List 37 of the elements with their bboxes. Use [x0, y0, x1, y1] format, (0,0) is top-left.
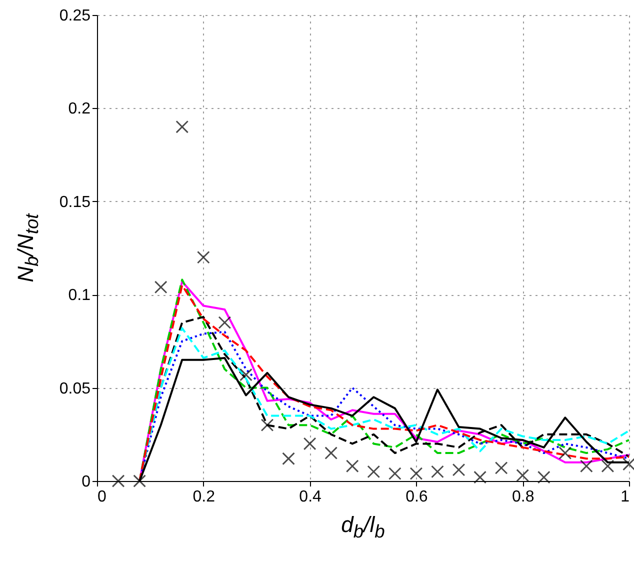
x-axis-title: d$_{b}$/l$_{b}$	[340, 512, 386, 542]
point	[516, 468, 530, 482]
point	[580, 460, 593, 473]
y-tick-label: 0	[82, 474, 91, 490]
point	[154, 280, 168, 294]
point	[176, 120, 189, 134]
point	[346, 460, 359, 473]
x-tick-label: 0	[98, 488, 106, 506]
point	[324, 446, 338, 460]
point	[240, 368, 252, 382]
point	[431, 465, 444, 478]
x-tick-label: 0.6	[406, 488, 428, 506]
point	[260, 418, 274, 432]
point	[282, 452, 295, 466]
x-tick-label: 0.2	[192, 488, 216, 506]
point	[601, 460, 614, 473]
point	[410, 467, 423, 480]
point	[558, 446, 572, 460]
y-tick-label: 0.25	[59, 8, 91, 24]
point	[388, 467, 402, 480]
point	[367, 465, 380, 478]
x-tick-label: 0.8	[512, 488, 534, 506]
point	[303, 437, 316, 450]
x-tick-label: 0.4	[299, 488, 322, 506]
y-tick-label: 0.15	[59, 194, 91, 211]
point	[218, 316, 232, 330]
point	[196, 250, 210, 264]
point	[452, 463, 466, 476]
point	[112, 474, 125, 488]
point	[474, 470, 486, 484]
y-tick-label: 0.1	[68, 287, 91, 304]
y-tick-label: 0.05	[59, 380, 91, 398]
point	[133, 474, 146, 488]
x-tick-label: 1	[620, 488, 630, 506]
y-tick-label: 0.2	[68, 100, 91, 118]
point	[537, 470, 550, 484]
point	[494, 462, 508, 474]
